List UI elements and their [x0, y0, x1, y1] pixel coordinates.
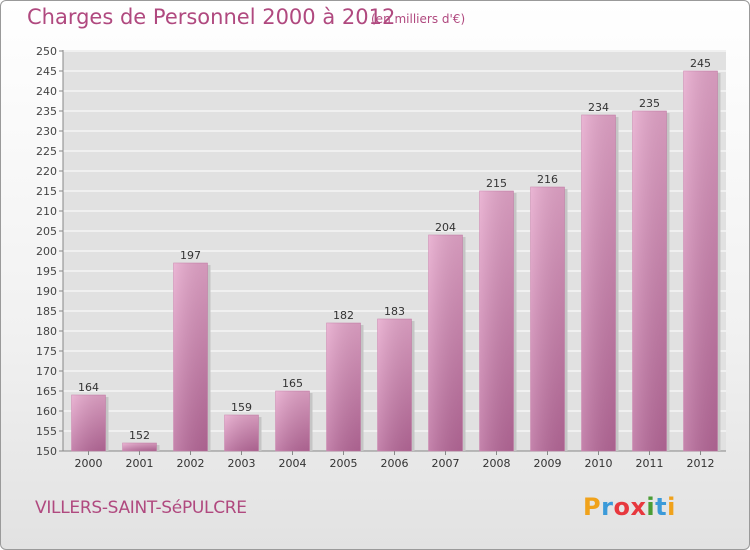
y-tick-label: 225	[36, 145, 57, 158]
proxiti-logo: Proxiti	[583, 493, 676, 521]
y-tick-label: 150	[36, 445, 57, 458]
bar-highlight	[122, 443, 157, 451]
data-label: 197	[180, 249, 201, 262]
data-label: 152	[129, 429, 150, 442]
bar-highlight	[581, 115, 616, 451]
x-tick-label: 2009	[534, 457, 562, 470]
x-tick-label: 2004	[279, 457, 307, 470]
bar-highlight	[683, 71, 718, 451]
logo-letter: x	[630, 493, 647, 521]
x-tick-label: 2012	[687, 457, 715, 470]
data-label: 159	[231, 401, 252, 414]
y-tick-label: 155	[36, 425, 57, 438]
bar-highlight	[275, 391, 310, 451]
y-tick-label: 240	[36, 85, 57, 98]
chart-title: Charges de Personnel 2000 à 2012	[27, 5, 396, 29]
data-label: 215	[486, 177, 507, 190]
data-label: 164	[78, 381, 99, 394]
y-tick-label: 190	[36, 285, 57, 298]
x-tick-label: 2001	[126, 457, 154, 470]
logo-letter: P	[583, 493, 602, 521]
bar-highlight	[530, 187, 565, 451]
x-tick-label: 2005	[330, 457, 358, 470]
x-tick-label: 2008	[483, 457, 511, 470]
y-tick-label: 210	[36, 205, 57, 218]
data-label: 182	[333, 309, 354, 322]
y-tick-label: 230	[36, 125, 57, 138]
bar-highlight	[479, 191, 514, 451]
bar-highlight	[224, 415, 259, 451]
data-label: 234	[588, 101, 609, 114]
y-tick-label: 165	[36, 385, 57, 398]
y-tick-label: 180	[36, 325, 57, 338]
y-tick-label: 200	[36, 245, 57, 258]
x-tick-label: 2007	[432, 457, 460, 470]
y-tick-label: 195	[36, 265, 57, 278]
data-label: 165	[282, 377, 303, 390]
x-tick-label: 2003	[228, 457, 256, 470]
commune-name: VILLERS-SAINT-SéPULCRE	[35, 498, 247, 518]
logo-letter: t	[655, 493, 668, 521]
bar-highlight	[173, 263, 208, 451]
logo-letter: i	[646, 493, 656, 521]
bar-highlight	[71, 395, 106, 451]
data-label: 204	[435, 221, 456, 234]
x-tick-label: 2002	[177, 457, 205, 470]
y-tick-label: 205	[36, 225, 57, 238]
x-tick-label: 2006	[381, 457, 409, 470]
x-tick-label: 2000	[75, 457, 103, 470]
data-label: 245	[690, 57, 711, 70]
y-tick-label: 160	[36, 405, 57, 418]
y-tick-label: 185	[36, 305, 57, 318]
y-tick-label: 235	[36, 105, 57, 118]
y-tick-label: 250	[36, 45, 57, 58]
bar-highlight	[377, 319, 412, 451]
y-tick-label: 245	[36, 65, 57, 78]
x-tick-label: 2010	[585, 457, 613, 470]
logo-letter: i	[667, 493, 676, 521]
chart-subtitle: (en milliers d'€)	[371, 12, 466, 26]
bar-highlight	[632, 111, 667, 451]
logo-letter: r	[601, 493, 614, 521]
logo-letter: o	[613, 493, 631, 521]
bar-highlight	[326, 323, 361, 451]
y-tick-label: 170	[36, 365, 57, 378]
data-label: 235	[639, 97, 660, 110]
data-label: 216	[537, 173, 558, 186]
y-tick-label: 175	[36, 345, 57, 358]
bar-highlight	[428, 235, 463, 451]
data-label: 183	[384, 305, 405, 318]
y-tick-label: 220	[36, 165, 57, 178]
y-tick-label: 215	[36, 185, 57, 198]
x-tick-label: 2011	[636, 457, 664, 470]
